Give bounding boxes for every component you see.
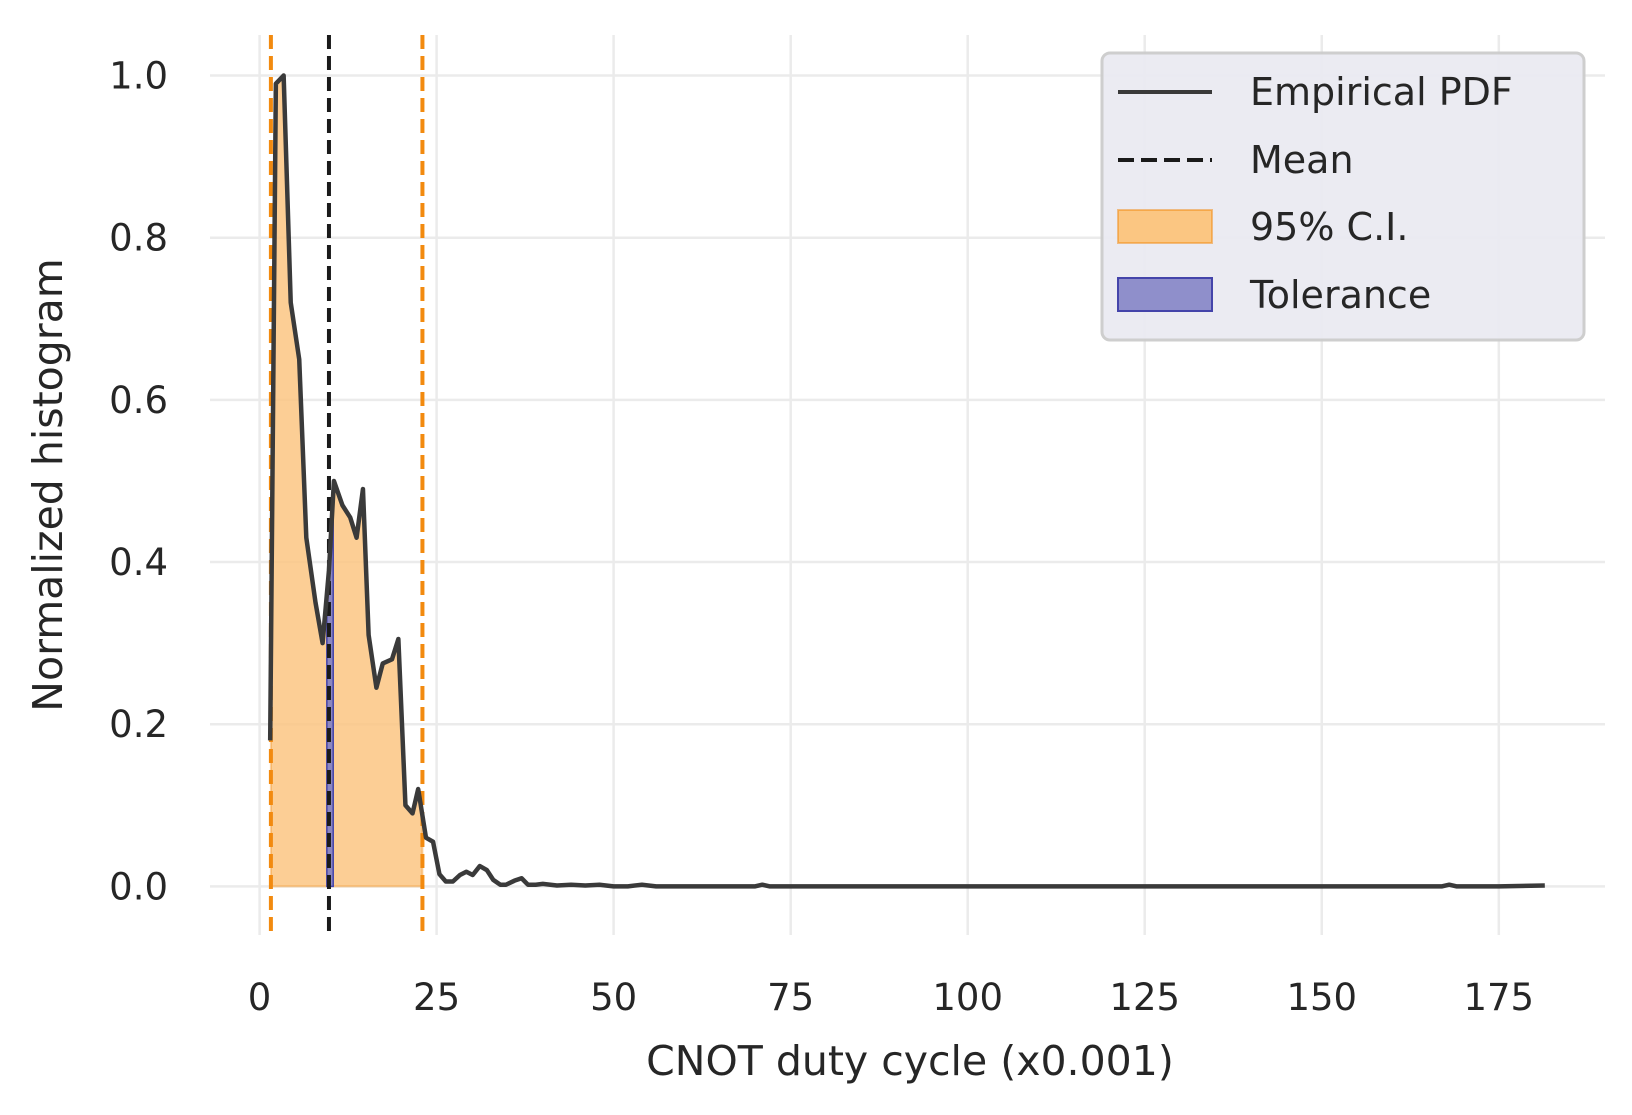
x-tick-label: 0 [248,976,272,1019]
legend-box [1100,51,1586,342]
legend-tolerance-label: Tolerance [1249,273,1431,317]
legend-pdf-label: Empirical PDF [1250,70,1513,114]
x-tick-label: 25 [413,976,460,1019]
y-tick-label: 1.0 [109,55,168,98]
legend-ci-swatch [1117,209,1213,244]
y-tick-label: 0.8 [109,217,168,260]
y-tick-label: 0.2 [109,703,168,746]
legend: Empirical PDF Mean 95% C.I. Tolerance [1100,51,1586,342]
x-tick-label: 50 [590,976,637,1019]
x-tick-label: 75 [767,976,814,1019]
x-tick-label: 175 [1463,976,1534,1019]
x-tick-label: 100 [932,976,1003,1019]
series-line-empirical-pdf [267,73,1545,889]
y-tick-label: 0.6 [109,379,168,422]
y-tick-label: 0.4 [109,541,168,584]
legend-ci-label: 95% C.I. [1250,205,1408,249]
legend-tolerance-swatch [1117,277,1213,312]
x-tick-label: 125 [1109,976,1180,1019]
y-tick-labels: 0.0 0.2 0.4 0.6 0.8 1.0 [109,55,168,909]
y-axis-label: Normalized histogram [24,258,72,711]
y-tick-label: 0.0 [109,865,168,908]
ci-area-group [269,73,424,888]
ci-area [269,73,424,888]
series-group [267,73,1545,889]
x-tick-labels: 0 25 50 75 100 125 150 175 [248,976,1534,1019]
x-tick-label: 150 [1286,976,1357,1019]
x-axis-label: CNOT duty cycle (x0.001) [646,1037,1174,1085]
legend-mean-label: Mean [1250,138,1354,182]
